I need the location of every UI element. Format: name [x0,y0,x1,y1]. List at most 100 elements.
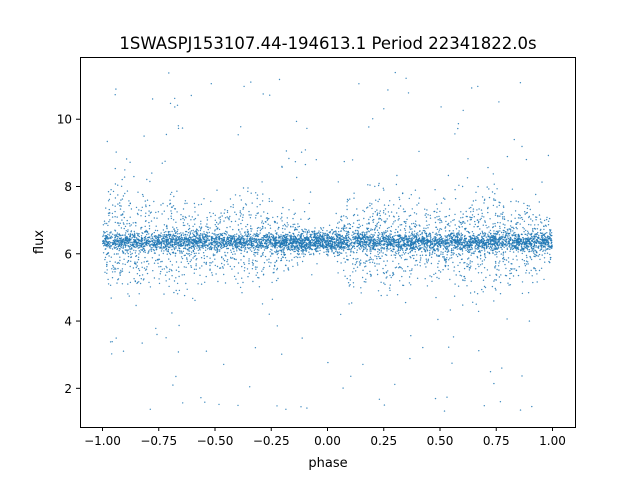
data-point [517,251,519,253]
data-point [344,261,346,263]
data-point [116,282,118,284]
data-point [387,235,390,237]
data-point [432,238,434,240]
data-point [262,193,264,195]
data-point [398,251,400,253]
data-point [131,241,133,244]
data-point [392,250,394,253]
data-point [178,275,180,278]
data-point [383,404,386,406]
data-point [369,261,371,264]
data-point [210,200,212,203]
data-point [525,229,527,232]
data-point [118,242,120,244]
data-point [505,275,508,277]
data-point [138,247,140,249]
data-point [325,234,327,236]
data-point [449,236,451,238]
data-point [281,227,284,230]
data-point [119,274,121,276]
data-point [276,232,278,234]
data-point [437,266,439,268]
data-point [189,232,192,234]
data-point [400,235,402,237]
data-point [411,269,413,271]
data-point [164,244,167,247]
data-point [212,253,215,255]
data-point [330,235,333,238]
data-point [163,268,165,270]
data-point [377,236,380,238]
data-point [302,235,305,237]
data-point [106,261,108,263]
data-point [148,204,151,207]
data-point [183,266,185,268]
data-point [424,208,426,210]
data-point [243,250,246,252]
data-point [198,226,201,228]
data-point [500,238,502,240]
data-point [278,226,280,229]
data-point [153,262,156,264]
data-point [399,255,401,257]
data-point [287,235,289,237]
data-point [356,260,358,263]
data-point [274,261,276,264]
data-point [104,222,106,225]
data-point [410,335,412,337]
data-point [390,211,393,213]
data-point [437,249,440,251]
data-point [152,241,154,243]
data-point [463,221,465,223]
data-point [150,211,152,213]
data-point [390,225,393,228]
data-point [381,235,383,238]
data-point [118,262,121,264]
data-point [364,253,367,255]
data-point [500,231,503,234]
data-point [158,258,161,260]
data-point [225,255,227,257]
data-point [369,237,371,239]
data-point [187,238,189,240]
data-point [542,237,544,239]
data-point [304,163,307,166]
data-point [369,239,371,242]
data-point [457,123,460,125]
data-point [380,247,382,250]
data-point [495,262,497,264]
data-point [343,215,345,217]
data-point [178,324,180,327]
data-point [116,238,119,240]
data-point [371,207,373,210]
data-point [133,232,136,234]
data-point [357,231,360,233]
data-point [324,232,327,235]
data-point [232,246,234,248]
data-point [512,241,514,243]
data-point [471,241,473,243]
data-point [284,234,286,237]
data-point [449,278,451,281]
data-point [245,225,247,228]
data-point [340,313,342,316]
data-point [463,275,466,278]
data-point [143,243,145,245]
data-point [515,255,518,257]
data-point [222,258,225,260]
data-point [363,217,365,220]
data-point [521,292,524,295]
data-point [393,246,395,248]
data-point [471,247,473,249]
data-point [235,213,237,216]
data-point [470,254,472,256]
data-point [256,206,258,208]
data-point [439,239,442,241]
data-point [506,318,508,320]
data-point [477,245,480,247]
data-point [392,260,394,262]
data-point [116,262,119,264]
data-point [123,227,125,230]
data-point [122,244,125,246]
data-point [454,189,456,191]
